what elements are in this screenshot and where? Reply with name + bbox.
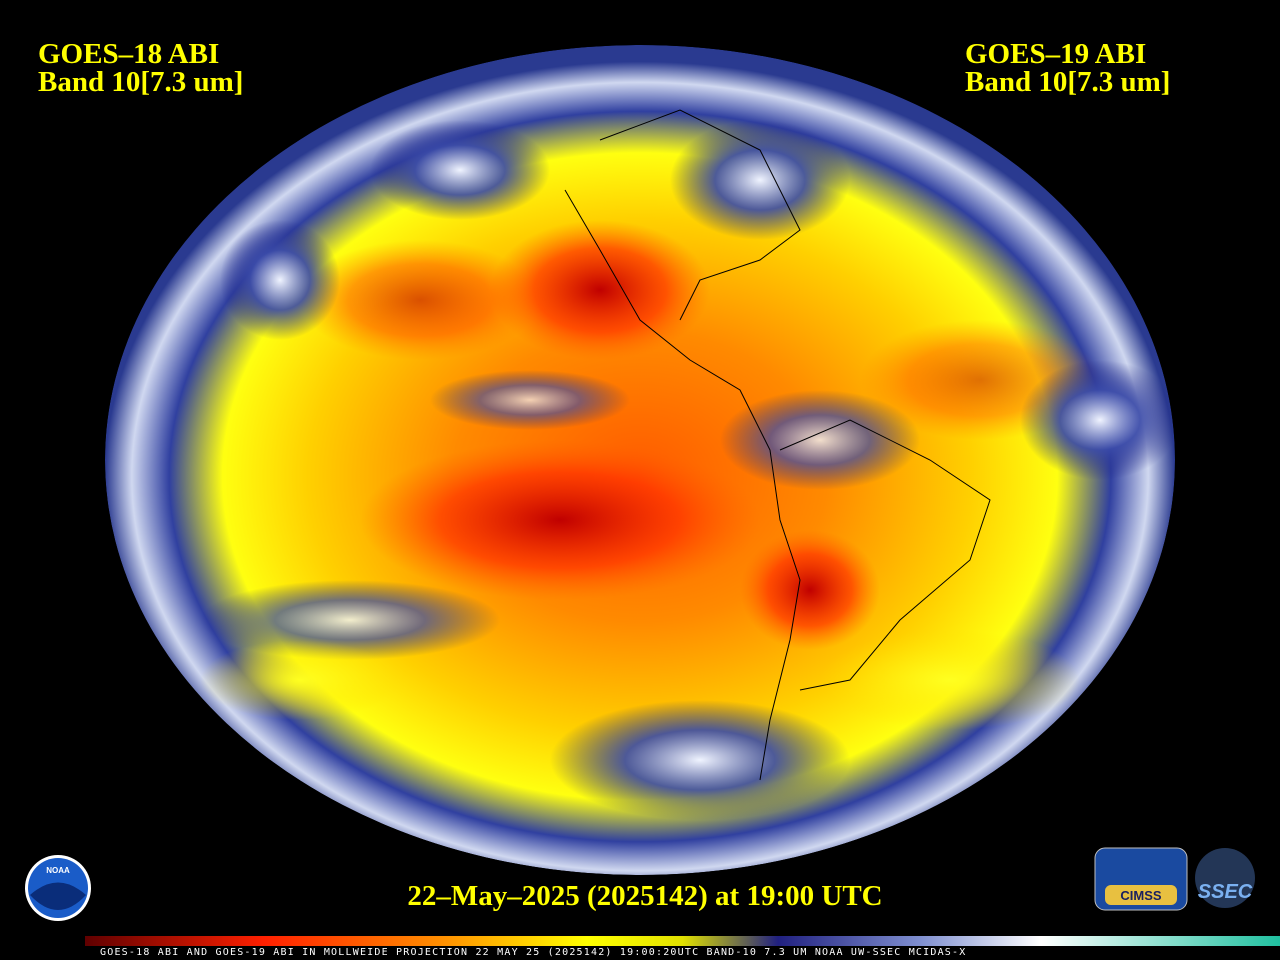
- moist-region: [1020, 360, 1175, 480]
- coastline: [599, 109, 801, 321]
- moist-region: [200, 580, 500, 660]
- dry-region: [360, 440, 760, 600]
- ssec-logo: SSEC: [1195, 848, 1255, 908]
- timestamp: 22–May–2025 (2025142) at 19:00 UTC: [407, 880, 882, 912]
- moist-region: [370, 120, 550, 220]
- dry-region: [490, 220, 710, 360]
- dry-region: [300, 240, 540, 360]
- moist-region: [670, 120, 850, 240]
- moist-region: [720, 390, 920, 490]
- noaa-label: NOAA: [46, 866, 70, 875]
- moist-region: [550, 700, 850, 820]
- colorbar: [85, 936, 1280, 946]
- moist-region: [430, 370, 630, 430]
- coastline: [564, 189, 801, 781]
- dry-region: [740, 530, 880, 650]
- noaa-logo: NOAA: [25, 855, 91, 921]
- cimss-banner: [1105, 885, 1177, 905]
- moist-region: [220, 220, 340, 340]
- ssec-disk: [1195, 848, 1255, 908]
- mid-region: [820, 630, 1080, 730]
- earth-disk: [105, 45, 1175, 875]
- left-band: Band 10[7.3 um]: [38, 66, 243, 98]
- colorbar-caption: GOES-18 ABI AND GOES-19 ABI IN MOLLWEIDE…: [100, 947, 966, 958]
- ssec-label: SSEC: [1198, 881, 1253, 903]
- mid-region: [200, 640, 400, 720]
- right-band: Band 10[7.3 um]: [965, 66, 1170, 98]
- left-satellite: GOES–18 ABI: [38, 38, 219, 70]
- noaa-wave: [30, 882, 86, 910]
- cimss-label: CIMSS: [1120, 888, 1162, 903]
- right-satellite: GOES–19 ABI: [965, 38, 1146, 70]
- coastline: [779, 419, 991, 691]
- cimss-logo: CIMSS: [1094, 847, 1188, 911]
